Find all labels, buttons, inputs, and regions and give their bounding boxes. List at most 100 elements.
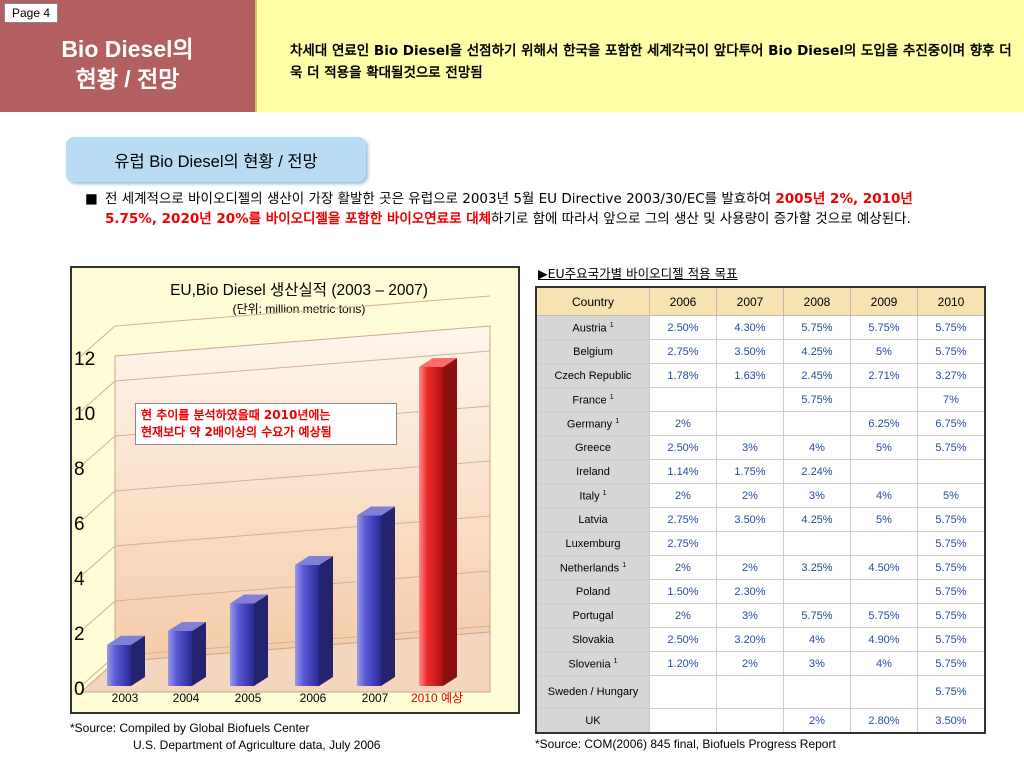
target-cell xyxy=(783,579,851,604)
target-cell: 3% xyxy=(783,483,851,508)
callout-line2: 현재보다 약 2배이상의 수요가 예상됨 xyxy=(141,425,332,439)
intro-highlight-text: 2005년 2%, 2010년 5.75%, 2020년 20%를 바이오디젤을… xyxy=(105,191,913,227)
table-row: Netherlands 1 2% 2% 3.25% 4.50% 5.75% xyxy=(535,555,986,580)
target-cell: 6.75% xyxy=(917,411,986,436)
y-gridline-side xyxy=(80,380,116,412)
y-tick-label: 6 xyxy=(74,514,85,535)
target-cell xyxy=(783,531,851,556)
country-cell: Luxemburg xyxy=(535,531,650,556)
target-cell xyxy=(850,459,918,484)
y-gridline-side xyxy=(80,545,116,577)
x-tick-label: 2006 xyxy=(300,691,327,705)
intro-paragraph: ■ 전 세계적으로 바이오디젤의 생산이 가장 활발한 곳은 유럽으로 2003… xyxy=(85,189,945,229)
page-number-label: Page 4 xyxy=(4,3,59,23)
target-cell: 5.75% xyxy=(850,603,918,628)
bar-2005 xyxy=(230,594,268,686)
country-name: Austria xyxy=(572,322,607,335)
target-cell: 5% xyxy=(850,435,918,460)
y-gridline-side xyxy=(80,490,116,522)
table-row: Czech Republic 1.78% 1.63% 2.45% 2.71% 3.27% xyxy=(535,363,986,388)
section-title-box: 유럽 Bio Diesel의 현황 / 전망 xyxy=(66,137,366,182)
footnote-mark: 1 xyxy=(609,394,614,402)
target-cell: 1.14% xyxy=(649,459,717,484)
y-gridline xyxy=(114,295,491,327)
target-cell xyxy=(716,708,784,734)
table-row: Germany 1 2% 6.25% 6.75% xyxy=(535,411,986,436)
target-cell: 4.25% xyxy=(783,507,851,532)
table-row: Greece 2.50% 3% 4% 5% 5.75% xyxy=(535,435,986,460)
country-cell: Belgium xyxy=(535,339,650,364)
intro-text-part1: 전 세계적으로 바이오디젤의 생산이 가장 활발한 곳은 유럽으로 2003년 … xyxy=(105,191,776,207)
bar-top xyxy=(107,635,145,645)
footnote-mark: 1 xyxy=(615,418,620,426)
bar-side xyxy=(254,594,268,686)
table-row: Poland 1.50% 2.30% 5.75% xyxy=(535,579,986,604)
target-cell: 2% xyxy=(649,555,717,580)
header-summary-panel xyxy=(255,0,1024,112)
country-cell: Slovakia xyxy=(535,627,650,652)
bar-side xyxy=(443,358,457,686)
target-cell: 2% xyxy=(649,483,717,508)
y-tick-label: 12 xyxy=(74,349,95,370)
country-cell: Czech Republic xyxy=(535,363,650,388)
target-cell: 1.75% xyxy=(716,459,784,484)
header-year: 2009 xyxy=(850,286,918,316)
chart-source-line2: U.S. Department of Agriculture data, Jul… xyxy=(133,738,381,752)
target-cell: 2% xyxy=(716,555,784,580)
target-cell: 4.50% xyxy=(850,555,918,580)
bar-top xyxy=(168,622,206,631)
country-name: Latvia xyxy=(578,513,608,526)
table-row: Latvia 2.75% 3.50% 4.25% 5% 5.75% xyxy=(535,507,986,532)
section-title: 유럽 Bio Diesel의 현황 / 전망 xyxy=(114,152,318,171)
target-cell: 2.30% xyxy=(716,579,784,604)
table-row: UK 2% 2.80% 3.50% xyxy=(535,708,986,734)
table-row: Belgium 2.75% 3.50% 4.25% 5% 5.75% xyxy=(535,339,986,364)
target-cell: 5.75% xyxy=(917,579,986,604)
target-cell: 4.90% xyxy=(850,627,918,652)
table-row: Italy 1 2% 2% 3% 4% 5% xyxy=(535,483,986,508)
target-cell: 3.25% xyxy=(783,555,851,580)
country-cell: Sweden / Hungary xyxy=(535,675,650,709)
header-year: 2007 xyxy=(716,286,784,316)
chart-title: EU,Bio Diesel 생산실적 (2003 – 2007) xyxy=(170,281,428,299)
header-year: 2006 xyxy=(649,286,717,316)
target-cell: 2% xyxy=(716,651,784,676)
country-name: Sweden / Hungary xyxy=(547,686,639,698)
bar-2010 예상 xyxy=(419,358,457,686)
country-name: Netherlands xyxy=(559,562,620,575)
target-cell: 5.75% xyxy=(917,531,986,556)
target-cell xyxy=(917,459,986,484)
y-tick-label: 0 xyxy=(74,679,85,700)
bar-top xyxy=(295,556,333,565)
x-axis-labels: 2003 2004 2005 2006 2007 2010 예상 xyxy=(112,691,463,705)
callout-line1: 현 추이를 분석하였을때 2010년에는 xyxy=(141,408,331,422)
country-name: Ireland xyxy=(576,465,610,478)
table-title: ▶EU주요국가별 바이오디젤 적용 목표 xyxy=(538,266,738,281)
x-tick-label: 2004 xyxy=(173,691,200,705)
country-name: Slovenia xyxy=(568,658,611,671)
country-name: Greece xyxy=(574,441,612,454)
bar-side xyxy=(319,556,333,686)
target-cell xyxy=(850,675,918,709)
target-cell: 3% xyxy=(716,603,784,628)
country-cell: Slovenia 1 xyxy=(535,651,650,676)
country-name: Portugal xyxy=(572,609,614,622)
target-cell: 4.25% xyxy=(783,339,851,364)
bar-side xyxy=(131,635,145,686)
chart-source-line1: *Source: Compiled by Global Biofuels Cen… xyxy=(70,721,310,735)
y-gridline-side xyxy=(80,325,116,357)
country-name: Luxemburg xyxy=(565,537,621,550)
target-cell: 5.75% xyxy=(917,315,986,340)
target-cell: 5.75% xyxy=(850,315,918,340)
y-gridline xyxy=(114,350,491,382)
header-year: 2008 xyxy=(783,286,851,316)
y-tick-label: 2 xyxy=(74,624,85,645)
target-cell xyxy=(649,708,717,734)
header-year: 2010 xyxy=(917,286,986,316)
target-cell: 4.30% xyxy=(716,315,784,340)
intro-text-part2: 하기로 함에 따라서 앞으로 그의 생산 및 사용량이 증가할 것으로 예상된다… xyxy=(491,211,911,227)
country-name: Slovakia xyxy=(572,633,614,646)
country-name: France xyxy=(572,394,607,407)
target-cell: 5% xyxy=(917,483,986,508)
bar-2004 xyxy=(168,622,206,686)
